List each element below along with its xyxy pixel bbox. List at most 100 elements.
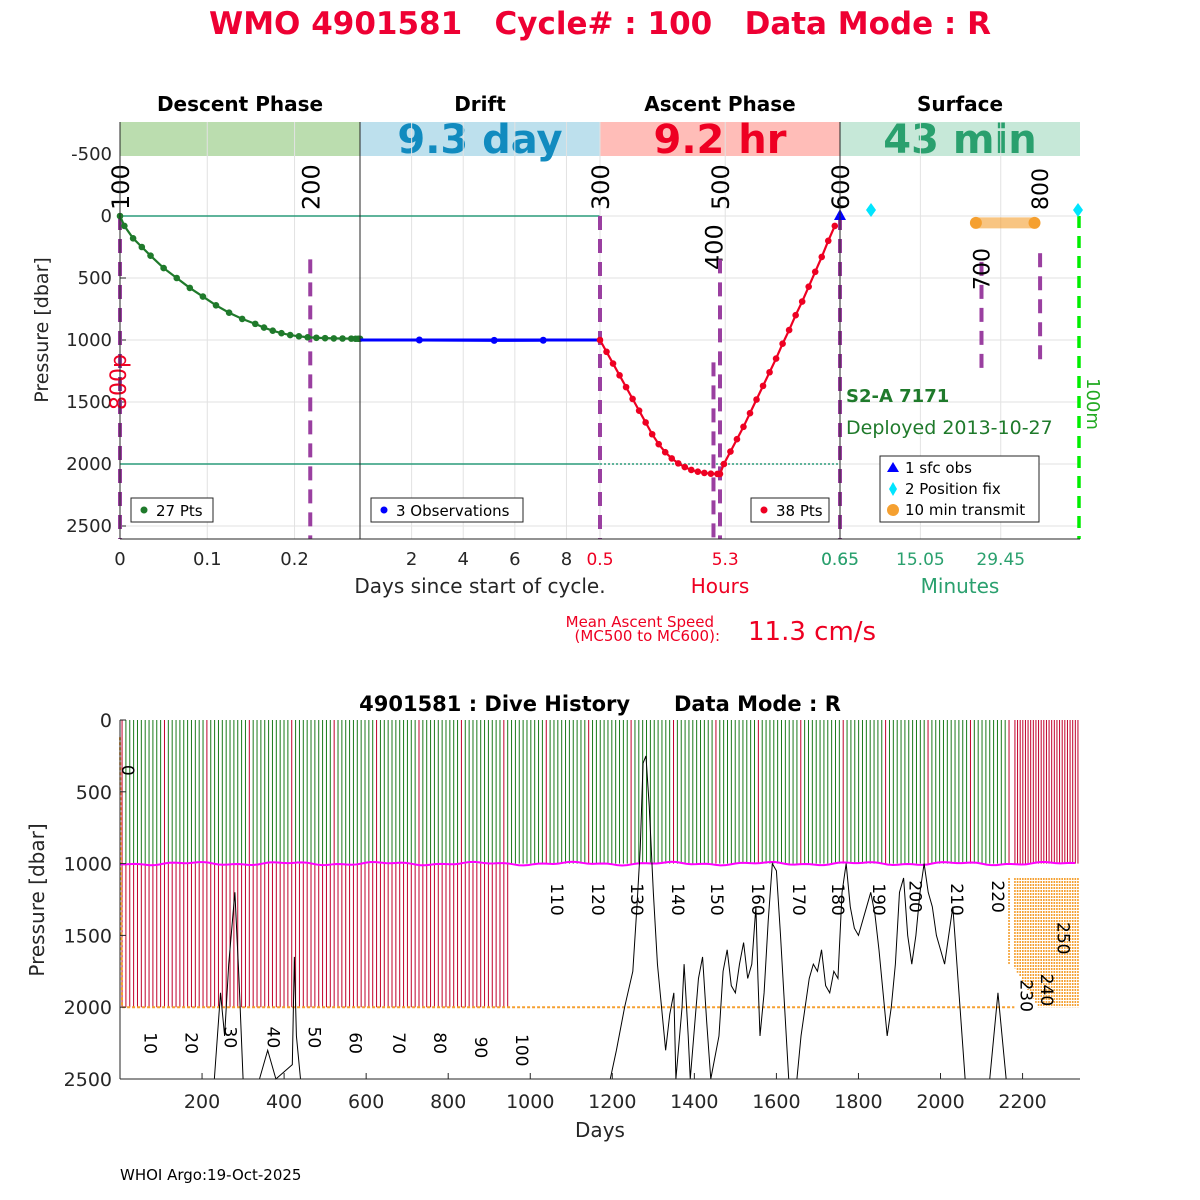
y-axis-label: Pressure [dbar]: [25, 823, 49, 976]
cycle-number-label: 40: [263, 1027, 283, 1049]
mean-ascent-label: Mean Ascent Speed: [566, 613, 714, 631]
cycle-number-label: 100: [511, 1034, 531, 1066]
profile-point: [321, 334, 329, 342]
profile-point: [655, 440, 662, 448]
profile-point: [648, 430, 656, 438]
profile-point: [622, 383, 630, 391]
mission-marker-label: 100: [107, 164, 135, 210]
profile-point: [286, 331, 294, 339]
x-axis-label-minutes: Minutes: [921, 574, 1000, 598]
legend-label: 38 Pts: [776, 502, 823, 520]
phase-title: Drift: [454, 92, 506, 116]
float-name: S2-A 7171: [846, 386, 949, 407]
mission-marker-label: 700: [970, 248, 995, 290]
profile-point: [147, 252, 154, 259]
mission-marker-label: 400: [700, 224, 728, 270]
legend-label: 27 Pts: [156, 502, 203, 520]
phase-duration-band: [360, 122, 600, 156]
footer-credit: WHOI Argo:19-Oct-2025: [120, 1166, 302, 1184]
profile-point: [415, 336, 423, 344]
cycle-number-label: 10: [140, 1032, 160, 1054]
profile-point: [212, 301, 220, 309]
profile-point: [785, 326, 793, 334]
y-tick-label: 2500: [64, 1069, 112, 1091]
park-pressure-line: [119, 860, 1076, 867]
profile-point: [121, 222, 128, 230]
legend-position-icon: [889, 482, 897, 496]
mean-ascent-value: 11.3 cm/s: [748, 617, 876, 647]
x-axis-label-days: Days since start of cycle.: [354, 574, 605, 598]
cycle-number-label: 90: [470, 1037, 490, 1059]
deployment-date: Deployed 2013-10-27: [846, 417, 1053, 439]
profile-point: [596, 336, 604, 344]
profile-point: [753, 396, 760, 403]
x-tick-label: 600: [348, 1091, 384, 1113]
mean-ascent-sub: (MC500 to MC600):: [575, 627, 720, 645]
x-tick-label: 2000: [916, 1091, 964, 1113]
x-tick-label: 15.05: [896, 550, 945, 570]
profile-point: [539, 336, 547, 344]
profile-point: [727, 448, 734, 455]
profile-point: [635, 407, 643, 414]
cycle-number-label: 160: [747, 883, 767, 915]
legend-marker: [380, 506, 388, 514]
cycle-number-label: 190: [868, 883, 888, 915]
phase-duration-value: 9.2 hr: [654, 117, 787, 163]
phase-title: Descent Phase: [157, 92, 323, 116]
x-tick-label: 1000: [506, 1091, 554, 1113]
profile-point: [269, 327, 277, 335]
mission-marker-label: 500: [707, 164, 735, 210]
cycle-number-label: 30: [220, 1027, 240, 1049]
profile-point: [199, 293, 207, 300]
cycle-number-label: 120: [587, 883, 607, 915]
cycle-number-label: 150: [706, 883, 726, 915]
profile-point: [824, 237, 832, 245]
profile-point: [260, 324, 268, 331]
mission-marker-label: 800: [1029, 168, 1054, 210]
phase-duration-value: 9.3 day: [397, 117, 562, 163]
y-tick-label: 0: [101, 206, 112, 227]
cycle-number-label: 50: [304, 1027, 324, 1049]
phase-duration-band: [600, 122, 840, 156]
x-tick-label: 2200: [998, 1091, 1046, 1113]
y-tick-label: 1500: [64, 925, 112, 947]
legend-label: 1 sfc obs: [905, 459, 972, 477]
cycle-number-label: 240: [1036, 974, 1056, 1006]
y-tick-label: -500: [71, 144, 112, 165]
profile-point: [701, 469, 708, 477]
x-tick-label: 1600: [752, 1091, 800, 1113]
cycle-number-label: 110: [546, 883, 566, 915]
x-tick-label: 800: [430, 1091, 466, 1113]
legend-box: [879, 455, 1040, 523]
cycle-number-label: 230: [1016, 979, 1036, 1011]
phase-duration-band: [120, 122, 360, 156]
profile-point: [225, 309, 233, 317]
profile-point: [766, 368, 773, 376]
x-tick-label: 1200: [588, 1091, 636, 1113]
profile-point: [668, 455, 676, 462]
profile-point: [694, 468, 702, 475]
legend-label: 3 Observations: [396, 502, 510, 520]
profile-point: [629, 395, 636, 403]
legend-marker: [140, 506, 148, 514]
profile-point: [173, 274, 181, 282]
profile-point: [278, 329, 285, 337]
legend-label: 2 Position fix: [905, 480, 1001, 498]
legend-marker: [760, 506, 768, 514]
profile-point: [138, 243, 146, 251]
phase-duration-value: 43 min: [883, 117, 1036, 163]
transmit-end: [1028, 216, 1041, 229]
x-tick-label: 5.3: [712, 550, 739, 570]
profile-point: [716, 470, 724, 478]
profile-point: [779, 340, 786, 348]
y-tick-label: 1500: [66, 392, 112, 413]
cycle-number-label: 210: [946, 883, 966, 915]
profile-point: [160, 264, 167, 272]
profile-point: [792, 311, 799, 319]
cycle-number-label: 220: [987, 880, 1007, 912]
profile-point: [313, 334, 320, 342]
position-fix-marker: [1073, 203, 1083, 217]
y-tick-label: 500: [78, 268, 112, 289]
phase-duration-band: [840, 122, 1080, 156]
